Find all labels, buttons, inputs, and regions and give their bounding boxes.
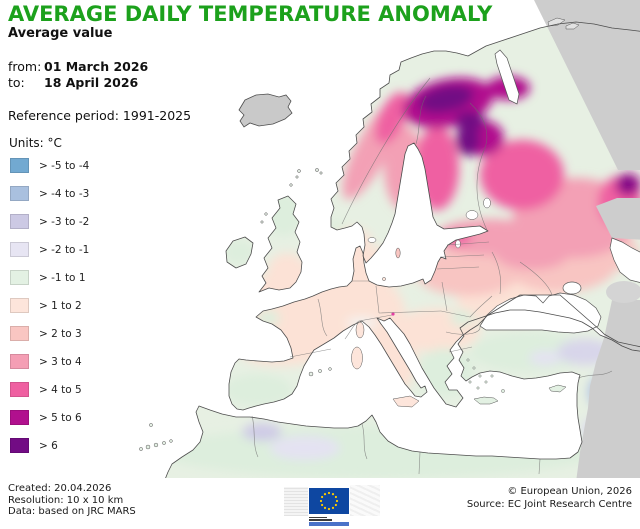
sardinia — [351, 346, 363, 370]
legend-item-label: > 5 to 6 — [39, 411, 82, 424]
legend-swatch — [10, 410, 29, 425]
ec-logo-decoration-right — [350, 485, 380, 516]
from-value: 01 March 2026 — [44, 59, 149, 74]
page-subtitle: Average value — [8, 26, 113, 41]
iceland-land — [238, 93, 293, 128]
header: AVERAGE DAILY TEMPERATURE ANOMALY Averag… — [8, 2, 492, 42]
to-value: 18 April 2026 — [44, 75, 139, 90]
legend-swatch — [10, 326, 29, 341]
legend-item-label: > -4 to -3 — [39, 187, 90, 200]
legend-swatch — [10, 214, 29, 229]
anomaly-gt6 — [418, 85, 636, 191]
source-notice: Source: EC Joint Research Centre — [466, 499, 632, 510]
footer-attribution: © European Union, 2026 Source: EC Joint … — [467, 485, 632, 511]
legend-item-label: > 2 to 3 — [39, 327, 82, 340]
legend-swatch — [10, 186, 29, 201]
legend-swatch — [10, 242, 29, 257]
legend-item-label: > -2 to -1 — [39, 243, 90, 256]
arctic-island — [547, 17, 566, 27]
legend-item: > -2 to -1 — [10, 242, 89, 257]
european-commission-logo — [284, 485, 414, 527]
legend-item-label: > 4 to 5 — [39, 383, 82, 396]
no-data-southeast — [576, 300, 640, 478]
ec-logo-decoration-left — [284, 487, 308, 516]
sicily — [392, 395, 420, 408]
legend-item-label: > -5 to -4 — [39, 159, 90, 172]
legend-item: > 2 to 3 — [10, 326, 89, 341]
legend-swatch — [10, 438, 29, 453]
legend-item: > -5 to -4 — [10, 158, 89, 173]
legend-swatch — [10, 354, 29, 369]
ec-logo-wordmark — [309, 516, 327, 518]
border-layer — [251, 77, 613, 475]
canary-madeira-islands — [139, 423, 173, 451]
ec-logo-wordmark — [309, 519, 332, 521]
legend-item: > 6 — [10, 438, 89, 453]
legend-item-label: > 1 to 2 — [39, 299, 82, 312]
legend-item-label: > -1 to 1 — [39, 271, 86, 284]
no-data-layer — [534, 0, 640, 478]
crete — [473, 396, 499, 405]
legend-item-label: > 6 — [39, 439, 58, 452]
no-data-east-band — [596, 198, 640, 240]
gotland — [395, 247, 401, 259]
legend-item: > 4 to 5 — [10, 382, 89, 397]
resolution: Resolution: 10 x 10 km — [8, 494, 124, 506]
eu-flag-icon — [309, 488, 349, 514]
no-data-northeast-wedge — [534, 0, 640, 170]
legend-units-label: Units: °C — [9, 136, 62, 150]
legend-item: > 5 to 6 — [10, 410, 89, 425]
created-date: Created: 20.04.2026 — [8, 483, 112, 494]
legend-item: > 1 to 2 — [10, 298, 89, 313]
legend-item: > 3 to 4 — [10, 354, 89, 369]
legend-swatch — [10, 382, 29, 397]
lakes — [367, 197, 491, 249]
from-label: from: — [8, 59, 42, 74]
to-label: to: — [8, 75, 25, 90]
legend-item: > -3 to -2 — [10, 214, 89, 229]
sea-of-azov — [562, 281, 582, 295]
data-source-note: Data: based on JRC MARS — [8, 506, 136, 517]
reference-period: Reference period: 1991-2025 — [8, 108, 192, 123]
bornholm — [382, 277, 386, 281]
page-title: AVERAGE DAILY TEMPERATURE ANOMALY — [8, 2, 493, 26]
legend: > -5 to -4 > -4 to -3 > -3 to -2 > -2 to -1… — [10, 158, 89, 453]
europe-map — [139, 0, 640, 478]
sea-layer — [367, 49, 640, 334]
legend-item-label: > 3 to 4 — [39, 355, 82, 368]
small-islands-layer — [139, 168, 567, 451]
copyright-notice: © European Union, 2026 — [507, 486, 632, 497]
no-data-caucasus — [606, 281, 640, 303]
legend-item-label: > -3 to -2 — [39, 215, 90, 228]
ec-logo-bar — [309, 522, 349, 526]
faroe-shetland-islands — [260, 168, 323, 224]
slovenia-hotspot — [391, 312, 395, 316]
legend-item: > -4 to -3 — [10, 186, 89, 201]
aegean-islands — [466, 358, 505, 393]
balearic-islands — [308, 367, 332, 377]
legend-swatch — [10, 270, 29, 285]
legend-swatch — [10, 298, 29, 313]
arctic-island — [565, 22, 580, 30]
corsica — [355, 321, 365, 339]
date-range: from: 01 March 2026 to: 18 April 2026 — [8, 59, 148, 91]
legend-item: > -1 to 1 — [10, 270, 89, 285]
footer-metadata: Created: 20.04.2026 Resolution: 10 x 10 … — [8, 483, 136, 518]
cyprus — [548, 384, 567, 393]
legend-swatch — [10, 158, 29, 173]
eu-flag-stars — [319, 491, 339, 511]
